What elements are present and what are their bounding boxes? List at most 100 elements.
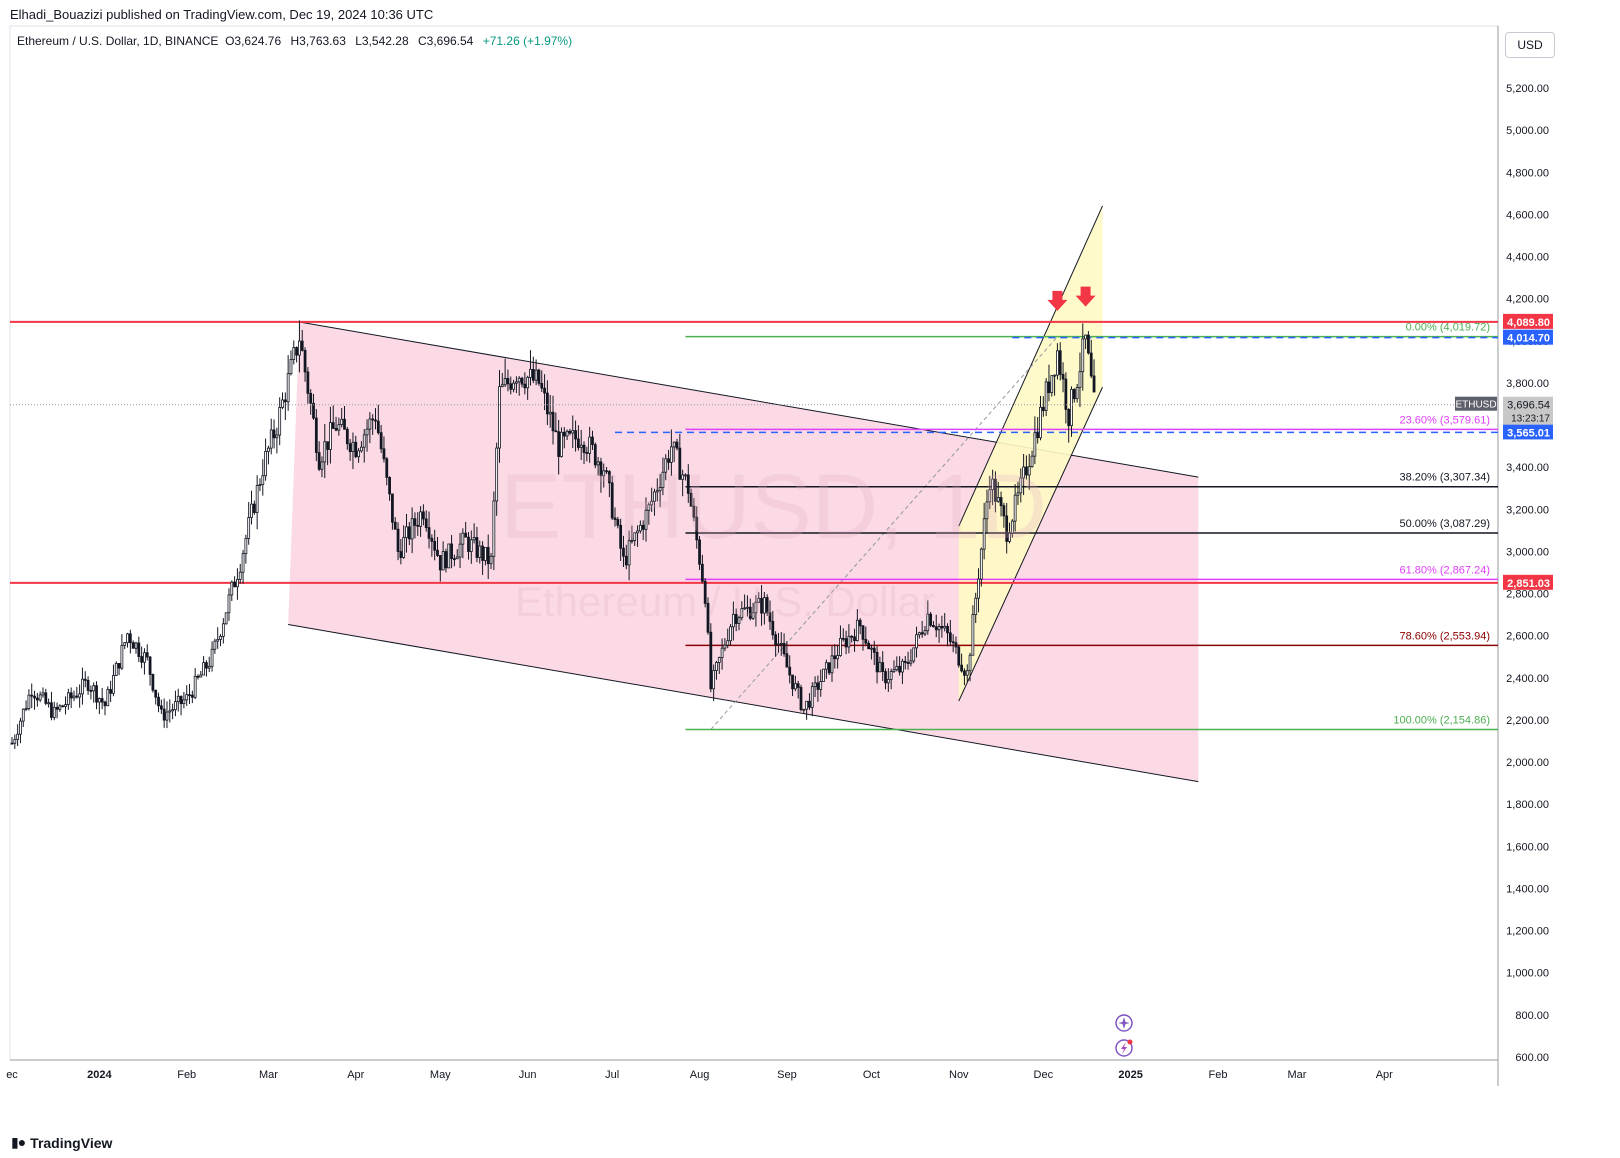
candle [534,369,538,381]
candle [320,461,324,470]
candle [236,579,239,588]
candle [954,642,958,648]
x-tick-label: 2025 [1118,1069,1142,1081]
candle [69,692,73,699]
candle [348,443,352,453]
candle [937,625,941,631]
lightning-icon[interactable] [1115,1039,1133,1057]
candle [520,377,524,385]
sparkle-icon[interactable] [1115,1014,1133,1032]
candle [1030,455,1034,467]
candle [619,524,623,549]
candle [475,537,479,558]
fib-level-label: 78.60% (2,553.94) [1399,630,1490,642]
candle [605,470,608,473]
x-tick-label: Jun [519,1069,537,1081]
candle [715,662,718,671]
candle [1053,374,1056,377]
candle [839,637,842,656]
candle [526,376,530,389]
candle [44,692,48,704]
candle [622,547,625,557]
candle [777,643,780,646]
candle [506,378,510,385]
candle [393,521,397,530]
candle [881,662,885,672]
candle [658,487,662,492]
candle [644,509,648,530]
candle [920,632,924,635]
candle [1022,466,1025,479]
candle [1050,375,1054,394]
candle [568,430,572,434]
candle [444,551,448,569]
x-tick-label: Sep [777,1069,797,1081]
candle [391,493,394,523]
candle [957,646,961,666]
candle [968,654,972,672]
candle [940,625,944,629]
symbol-title[interactable]: Ethereum / U.S. Dollar, 1D, BINANCE [17,34,219,48]
notification-dot [1127,1039,1133,1045]
x-tick-label: Apr [347,1069,364,1081]
candle [1047,381,1051,394]
candle [819,681,823,690]
candle [531,368,535,381]
candle [906,662,910,664]
candle [438,555,442,571]
candle [943,625,947,629]
rising-channel-upper[interactable] [958,205,1103,527]
currency-button[interactable]: USD [1505,32,1555,58]
candle [593,444,597,466]
candle [213,640,217,650]
rising-channel-lower[interactable] [958,386,1103,702]
candle [137,642,141,657]
candle [467,536,470,552]
candle [247,517,251,539]
candle [836,655,840,660]
candle [19,720,22,735]
y-tick-label: 2,800.00 [1506,589,1549,601]
candle [244,538,248,554]
candle [844,638,848,648]
low-label: L [355,34,362,48]
candle [816,682,820,690]
candle [179,695,183,705]
tradingview-brand[interactable]: ▮● TradingView [11,1134,112,1151]
candle [977,578,980,599]
candle [757,597,761,603]
candle [89,689,93,692]
candle [872,647,876,653]
candle [78,693,82,698]
countdown-label: 13:23:17 [1511,414,1550,425]
candle [61,705,65,708]
candle [613,517,617,520]
candle [932,625,935,628]
y-tick-label: 4,800.00 [1506,167,1549,179]
candle [241,553,245,573]
candle [334,428,338,431]
candle [760,597,763,614]
candle [717,657,721,663]
candle [515,381,518,384]
candle [106,689,110,707]
candle [799,687,803,711]
candle [779,642,783,645]
candle [1019,477,1023,494]
descending-channel-lower[interactable] [288,624,1199,783]
candle [653,491,656,502]
candle [52,706,56,718]
candle [159,705,163,710]
candle [464,532,468,538]
open-label: O [225,34,235,48]
candle [641,524,645,530]
candle [895,665,899,671]
y-tick-label: 4,400.00 [1506,252,1549,264]
candle [498,386,501,449]
candle [926,613,930,632]
y-tick-label: 2,200.00 [1506,715,1549,727]
candle [805,700,809,710]
candle [616,519,620,526]
candle [661,471,665,489]
